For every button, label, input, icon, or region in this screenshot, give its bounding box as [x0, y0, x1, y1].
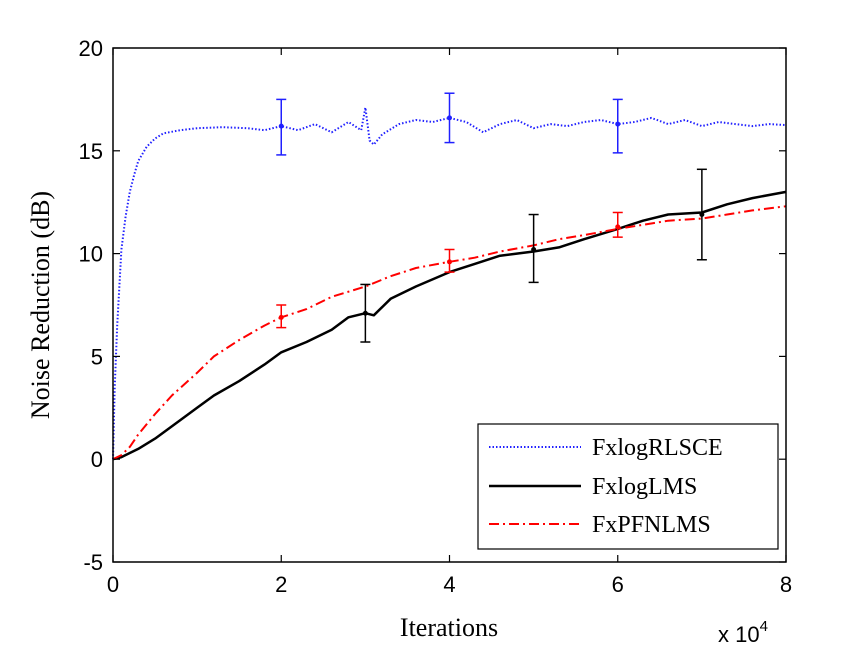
x-tick-label: 4	[443, 572, 455, 597]
y-tick-label: 10	[79, 242, 103, 267]
y-tick-label: 15	[79, 139, 103, 164]
x-multiplier: x 104	[718, 618, 768, 647]
series-line-fxlogrlsce	[112, 106, 787, 460]
error-bar-fxlogrlsce-0	[276, 98, 287, 156]
error-bar-fxloglms-0	[360, 283, 371, 343]
legend-label-fxlogrlsce: FxlogRLSCE	[592, 435, 723, 461]
error-bar-layer	[276, 92, 707, 343]
error-bar-fxlogrlsce-1	[444, 92, 455, 144]
error-bar-fxloglms-1	[528, 213, 539, 284]
x-tick-label: 8	[780, 572, 792, 597]
error-bar-fxpfnlms-2	[612, 211, 623, 238]
legend-label-fxloglms: FxlogLMS	[592, 474, 697, 500]
x-tick-label: 6	[612, 572, 624, 597]
legend-label-fxpfnlms: FxPFNLMS	[592, 512, 711, 538]
error-bar-fxpfnlms-0	[276, 304, 287, 329]
error-bar-fxpfnlms-1	[444, 248, 455, 273]
series-line-fxpfnlms	[112, 205, 787, 461]
error-bar-fxloglms-2	[696, 168, 707, 261]
y-tick-label: 0	[91, 447, 103, 472]
x-multiplier-exponent: 4	[760, 618, 768, 635]
x-multiplier-base: x 10	[718, 622, 760, 647]
x-tick-label: 0	[107, 572, 119, 597]
series-line-fxloglms	[112, 190, 787, 461]
error-bar-fxlogrlsce-2	[612, 98, 623, 154]
y-axis-title: Noise Reduction (dB)	[26, 191, 55, 419]
legend: FxlogRLSCE FxlogLMS FxPFNLMS	[477, 423, 779, 550]
x-axis-title: Iterations	[400, 613, 498, 642]
y-tick-label: -5	[83, 550, 103, 575]
series-layer	[112, 106, 787, 461]
y-tick-label: 20	[79, 36, 103, 61]
x-tick-label: 2	[275, 572, 287, 597]
y-tick-label: 5	[91, 344, 103, 369]
